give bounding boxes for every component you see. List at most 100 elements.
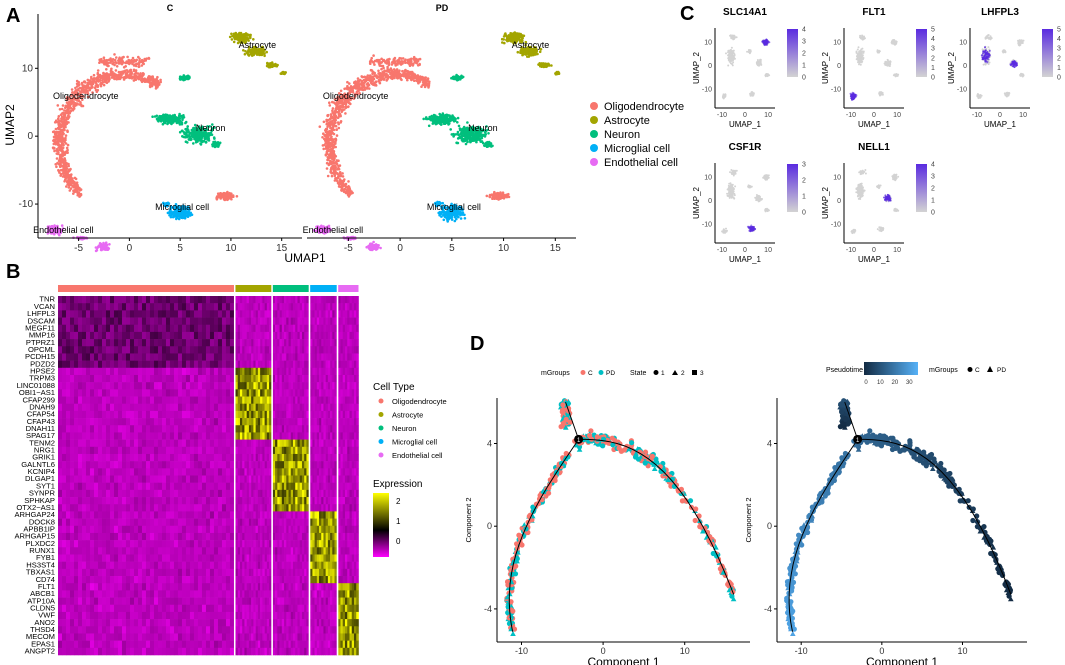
umap-cell-point-oligo <box>145 78 149 81</box>
umap-cell-point-oligo <box>56 143 60 147</box>
umap-cell-point-neuron <box>168 114 172 117</box>
umap-cell-point-oligo <box>341 185 344 188</box>
umap-cell-point-oligo <box>68 177 71 180</box>
umap-cell-point-astro <box>241 34 244 38</box>
umap-cell-point-oligo <box>361 82 365 85</box>
umap-cell-point-oligo <box>64 134 68 137</box>
umap-facet-pd-label: PD <box>436 3 449 13</box>
umap-cell-point-oligo <box>115 65 119 68</box>
umap-cell-point-oligo <box>327 162 331 166</box>
umap-cell-point-oligo <box>419 78 422 82</box>
umap-cell-point-neuron <box>195 140 199 143</box>
umap-cell-point-micro <box>450 218 454 221</box>
umap-cell-point-oligo <box>386 77 390 80</box>
umap-cell-point-oligo <box>340 188 343 192</box>
umap-cell-point-oligo <box>54 142 58 146</box>
umap-cell-point-astro <box>256 50 260 54</box>
umap-cell-point-oligo <box>326 140 329 143</box>
umap-cell-point-neuron <box>460 130 464 133</box>
umap-cell-point-oligo <box>383 77 386 80</box>
umap-cell-point-oligo <box>58 138 61 141</box>
umap-cell-point-oligo <box>67 186 71 189</box>
umap-cell-point-oligo <box>406 72 410 75</box>
umap-cell-point-oligo <box>151 83 154 87</box>
umap-cell-point-oligo <box>416 76 419 79</box>
umap-cell-point-oligo <box>339 174 343 178</box>
umap-cell-point-oligo <box>428 80 431 83</box>
umap-cell-point-oligo <box>390 63 394 66</box>
umap-cell-point-oligo <box>64 151 68 154</box>
umap-cell-point-oligo <box>89 83 93 86</box>
umap-cell-point-oligo <box>377 75 381 79</box>
umap-cell-point-neuron <box>181 76 185 80</box>
umap-cell-point-oligo <box>95 77 98 80</box>
umap-cell-point-oligo <box>92 77 96 80</box>
umap-cell-point-oligo <box>113 53 116 56</box>
umap-cell-point-oligo <box>92 73 96 77</box>
umap-cell-point-astro <box>249 36 252 40</box>
umap-cell-point-oligo <box>136 72 140 75</box>
umap-cell-point-oligo <box>331 160 335 164</box>
umap-cell-point-oligo <box>328 101 331 104</box>
umap-cell-point-oligo <box>103 72 107 76</box>
umap-cell-point-oligo <box>99 84 103 88</box>
umap-cell-point-oligo <box>334 124 338 128</box>
umap-cluster-label: Neuron <box>196 123 226 133</box>
umap-cell-point-micro <box>446 212 450 216</box>
umap-cell-point-neuron <box>204 140 208 144</box>
umap-cell-point-astro <box>230 38 234 41</box>
umap-cell-point-oligo <box>410 70 414 74</box>
umap-cell-point-astro <box>526 55 529 58</box>
umap-cell-point-micro <box>169 215 173 219</box>
umap-cell-point-neuron <box>456 116 460 120</box>
umap-facet-c-label: C <box>167 3 174 13</box>
umap-cell-point-oligo <box>404 58 407 61</box>
umap-cell-point-oligo <box>137 76 140 80</box>
umap-cell-point-oligo <box>107 64 110 68</box>
umap-cell-point-astro <box>260 53 264 57</box>
umap-cell-point-oligo <box>218 194 222 198</box>
umap-cell-point-oligo <box>139 73 142 77</box>
umap-cell-point-neuron <box>462 139 466 143</box>
umap-cell-point-oligo <box>64 138 67 142</box>
umap-cell-point-astro <box>538 62 541 65</box>
umap-cell-point-neuron <box>473 133 477 137</box>
umap-cell-point-oligo <box>104 59 107 63</box>
umap-cell-point-neuron <box>166 122 169 126</box>
umap-cell-point-endo <box>97 244 101 248</box>
umap-cell-point-oligo <box>134 71 138 74</box>
umap-cell-point-astro <box>550 64 553 67</box>
umap-cell-point-oligo <box>67 173 71 177</box>
umap-cell-point-oligo <box>117 60 121 64</box>
umap-cell-point-oligo <box>60 153 63 157</box>
umap-cell-point-oligo <box>393 69 397 73</box>
umap-cell-point-astro <box>265 50 269 54</box>
umap-cell-point-neuron <box>464 135 468 138</box>
umap-cell-point-oligo <box>131 56 135 60</box>
umap-cell-point-oligo <box>71 184 75 188</box>
umap-cell-point-oligo <box>335 172 338 175</box>
umap-cell-point-neuron <box>200 139 204 142</box>
umap-cell-point-oligo <box>323 133 326 137</box>
umap-cell-point-astro <box>246 33 250 37</box>
umap-cell-point-endo <box>100 245 103 249</box>
umap-cell-point-astro <box>519 32 522 36</box>
umap-cell-point-oligo <box>337 122 341 126</box>
umap-cell-point-oligo <box>132 69 136 73</box>
umap-cell-point-oligo <box>61 121 65 124</box>
umap-cell-point-oligo <box>59 168 63 172</box>
umap-cell-point-oligo <box>337 112 341 115</box>
umap-cell-point-oligo <box>372 83 375 87</box>
umap-cell-point-neuron <box>187 138 191 141</box>
umap-cell-point-oligo <box>395 68 399 71</box>
umap-cell-point-neuron <box>180 121 183 124</box>
umap-cell-point-astro <box>276 63 279 67</box>
umap-cell-point-endo <box>379 246 382 250</box>
umap-cell-point-neuron <box>216 143 220 146</box>
umap-cell-point-astro <box>272 64 276 67</box>
umap-cell-point-neuron <box>213 137 216 140</box>
umap-cell-point-neuron <box>155 114 159 118</box>
umap-cell-point-oligo <box>333 179 337 182</box>
umap-cell-point-astro <box>243 52 247 56</box>
umap-cell-point-oligo <box>62 128 66 131</box>
